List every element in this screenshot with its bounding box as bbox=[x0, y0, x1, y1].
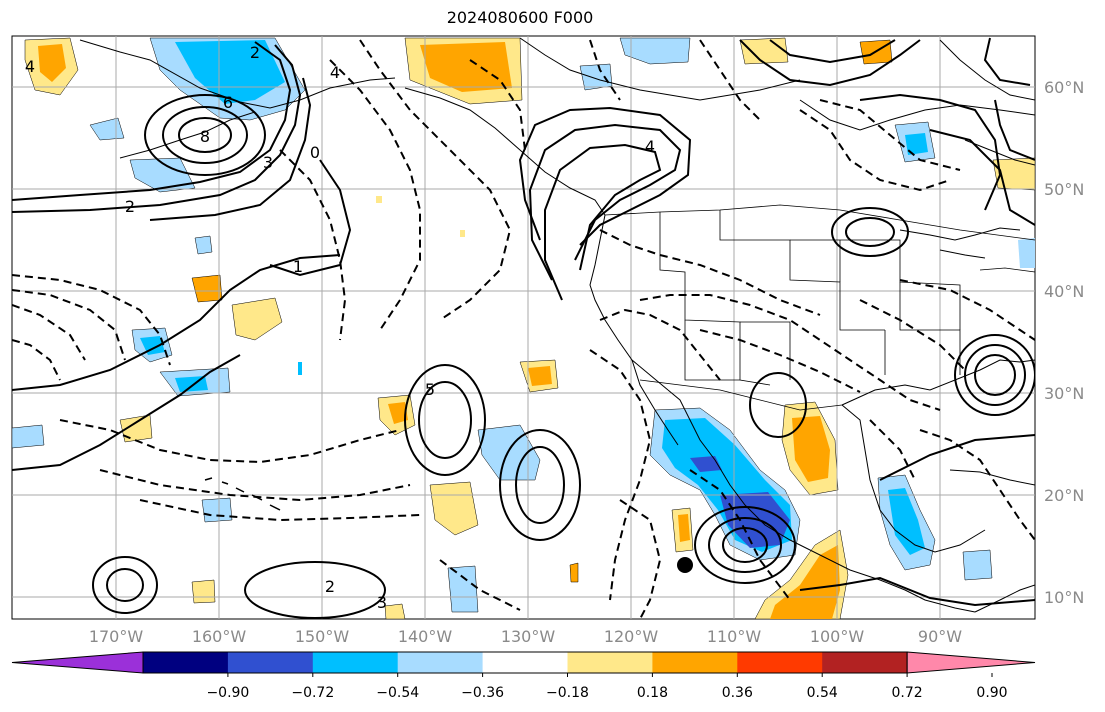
graticule bbox=[12, 36, 1035, 619]
contour-label: 5 bbox=[425, 380, 435, 399]
longitude-label: 160°W bbox=[192, 627, 247, 646]
longitude-label: 170°W bbox=[89, 627, 144, 646]
height-contours bbox=[12, 37, 1035, 619]
contour-label: 0 bbox=[310, 143, 320, 162]
colorbar-tick-label: −0.90 bbox=[206, 685, 249, 701]
colorbar-tick-label: 0.72 bbox=[892, 685, 923, 701]
storm-center-dot bbox=[677, 557, 693, 573]
latitude-label: 40°N bbox=[1044, 282, 1084, 301]
colorbar-tick-label: −0.36 bbox=[461, 685, 504, 701]
colorbar-segment bbox=[227, 652, 314, 673]
contour-labels: 4 68 2 3 4 2 0 1 2 3 4 5 bbox=[25, 43, 655, 612]
latitude-label: 10°N bbox=[1044, 588, 1084, 607]
longitude-label: 140°W bbox=[398, 627, 453, 646]
latitude-label: 20°N bbox=[1044, 486, 1084, 505]
colorbar bbox=[11, 651, 1036, 674]
colorbar-segment bbox=[397, 652, 484, 673]
contour-label: 3 bbox=[263, 153, 273, 172]
longitude-label: 90°W bbox=[918, 627, 962, 646]
contour-label: 1 bbox=[293, 257, 303, 276]
map-frame bbox=[11, 35, 1036, 620]
longitude-label: 110°W bbox=[707, 627, 762, 646]
contour-label: 4 bbox=[645, 137, 655, 156]
colorbar-segment bbox=[567, 652, 653, 673]
longitude-label: 130°W bbox=[501, 627, 556, 646]
longitude-label: 150°W bbox=[295, 627, 350, 646]
colorbar-tick-label: 0.54 bbox=[807, 685, 838, 701]
contour-label: 4 bbox=[330, 63, 340, 82]
colorbar-tick-label: −0.72 bbox=[291, 685, 334, 701]
latitude-label: 50°N bbox=[1044, 180, 1084, 199]
colorbar-segment bbox=[312, 652, 399, 673]
contour-label: 2 bbox=[325, 577, 335, 596]
colorbar-tick-label: 0.90 bbox=[976, 685, 1007, 701]
contour-label: 2 bbox=[125, 197, 135, 216]
colorbar-segment bbox=[482, 652, 568, 673]
latitude-label: 30°N bbox=[1044, 384, 1084, 403]
map-title: 2024080600 F000 bbox=[446, 8, 594, 27]
longitude-labels: 170°W 160°W 150°W 140°W 130°W 120°W 110°W 100°W… bbox=[89, 627, 962, 646]
contour-label: 6 bbox=[223, 93, 233, 112]
colorbar-extend-max bbox=[906, 651, 1036, 674]
colorbar-tick-label: 0.18 bbox=[637, 685, 668, 701]
coastlines bbox=[79, 37, 1035, 613]
colorbar-tick-label: 0.36 bbox=[722, 685, 753, 701]
colorbar-frame bbox=[142, 651, 908, 674]
longitude-label: 100°W bbox=[810, 627, 865, 646]
colorbar-segment bbox=[652, 652, 738, 673]
contour-label: 2 bbox=[250, 43, 260, 62]
colorbar-tick-label: −0.54 bbox=[376, 685, 419, 701]
latitude-label: 60°N bbox=[1044, 78, 1084, 97]
colorbar-tick-label: −0.18 bbox=[546, 685, 589, 701]
dashed-contours bbox=[12, 39, 1035, 619]
contour-label: 8 bbox=[200, 127, 210, 146]
contour-label: 4 bbox=[25, 57, 35, 76]
colorbar-segment bbox=[143, 652, 229, 673]
colorbar-segment bbox=[737, 652, 823, 673]
longitude-label: 120°W bbox=[604, 627, 659, 646]
colorbar-segment bbox=[822, 652, 908, 673]
contour-label: 3 bbox=[377, 593, 387, 612]
latitude-labels: 60°N 50°N 40°N 30°N 20°N 10°N bbox=[1044, 78, 1084, 607]
colorbar-tick-labels: −0.90 −0.72 −0.54 −0.36 −0.18 0.18 0.36 0.54 0.7… bbox=[206, 673, 1008, 701]
colorbar-extend-min bbox=[11, 651, 144, 674]
